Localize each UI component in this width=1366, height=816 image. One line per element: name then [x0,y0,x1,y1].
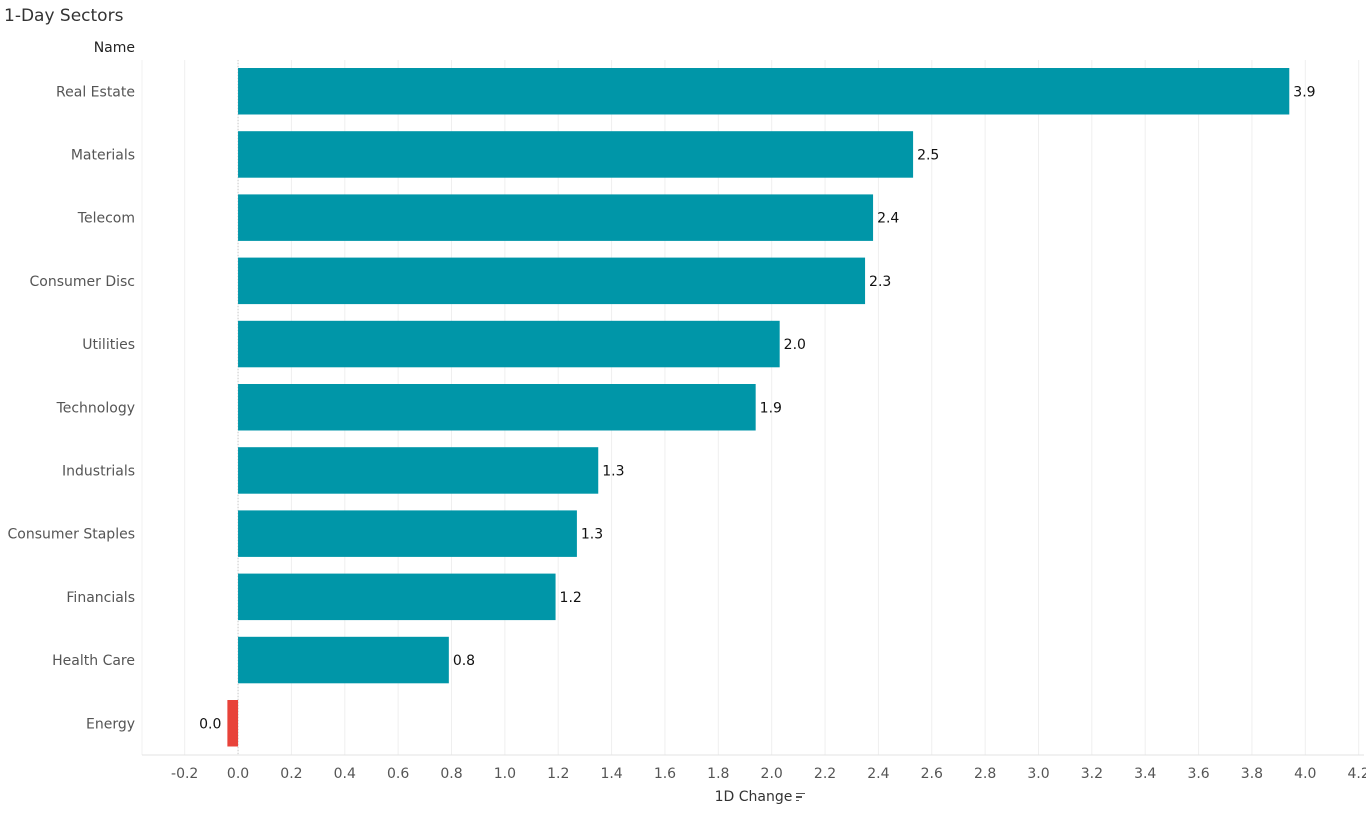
category-label: Technology [56,400,135,416]
bar[interactable] [238,573,556,621]
x-tick-label: 3.8 [1241,766,1263,782]
x-tick-label: 0.0 [227,766,249,782]
bar[interactable] [238,68,1290,115]
value-label: 0.8 [453,653,475,669]
category-label: Industrials [62,463,135,479]
x-tick-label: 1.6 [654,766,676,782]
bar[interactable] [238,320,780,368]
value-label: 2.4 [877,211,899,227]
category-label: Consumer Staples [8,527,135,543]
value-label: 1.3 [602,463,624,479]
category-label: Energy [86,716,135,732]
value-label: 1.2 [560,590,582,606]
x-tick-label: 1.8 [707,766,729,782]
bar[interactable] [238,447,599,494]
x-tick-label: 2.4 [867,766,889,782]
value-label: 2.5 [917,147,939,163]
x-tick-label: 3.0 [1027,766,1049,782]
bar[interactable] [238,510,577,557]
x-tick-label: 1.4 [600,766,622,782]
x-tick-label: -0.2 [171,766,198,782]
value-label: 2.3 [869,274,891,290]
bars [227,68,1290,747]
x-tick-label: 4.0 [1294,766,1316,782]
x-tick-label: 0.2 [280,766,302,782]
x-tick-label: 3.2 [1081,766,1103,782]
category-label: Materials [71,147,135,163]
bar[interactable] [238,131,914,178]
value-label: 3.9 [1293,84,1315,100]
y-axis-header[interactable]: Name [93,40,135,56]
bar[interactable] [227,700,239,747]
x-tick-label: 2.6 [921,766,943,782]
chart-title: 1-Day Sectors [4,6,124,26]
x-tick-label: 0.6 [387,766,409,782]
x-axis-title-wrap: 1D Change [640,789,880,805]
bar[interactable] [238,257,866,305]
category-label: Health Care [52,653,135,669]
x-tick-label: 2.0 [761,766,783,782]
x-tick-label: 2.8 [974,766,996,782]
labels: -0.2 0.0 0.2 0.4 0.6 0.8 1.0 1.2 1.4 1.6 1.8 2.0 2.2… [8,84,1366,782]
x-tick-label: 1.2 [547,766,569,782]
x-tick-label: 0.4 [334,766,356,782]
value-label: 2.0 [784,337,806,353]
category-label: Financials [66,590,135,606]
value-label: 1.3 [581,527,603,543]
bar[interactable] [238,194,874,241]
x-tick-label: 2.2 [814,766,836,782]
x-tick-label: 0.8 [440,766,462,782]
x-tick-label: 3.4 [1134,766,1156,782]
x-tick-label: 3.6 [1187,766,1209,782]
bar[interactable] [238,384,756,431]
sort-icon[interactable] [796,792,806,802]
category-label: Real Estate [56,84,135,100]
x-axis-title: 1D Change [714,789,793,805]
value-label: 0.0 [199,716,221,732]
value-label: 1.9 [760,400,782,416]
x-tick-label: 4.2 [1348,766,1366,782]
x-tick-label: 1.0 [494,766,516,782]
bar[interactable] [238,636,449,684]
category-label: Consumer Disc [30,274,136,290]
category-label: Utilities [82,337,135,353]
category-label: Telecom [77,211,135,227]
